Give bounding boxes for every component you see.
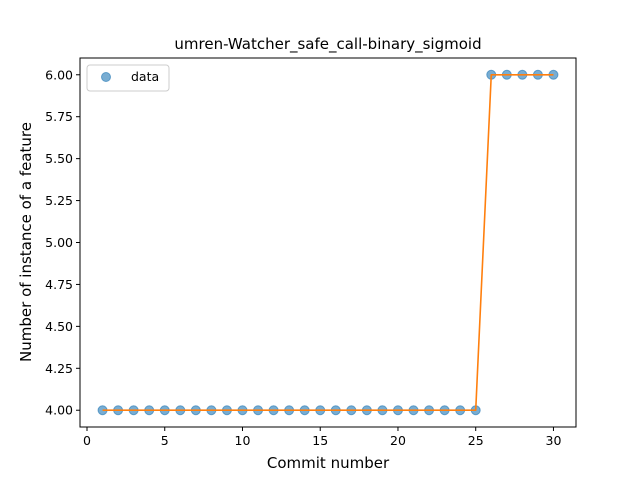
y-tick-label: 5.00 bbox=[45, 235, 73, 250]
y-axis: 4.00 4.25 4.50 4.75 5.00 5.25 5.50 5.75 6.00 bbox=[45, 67, 80, 418]
y-tick-label: 4.25 bbox=[45, 361, 73, 376]
chart-title: umren-Watcher_safe_call-binary_sigmoid bbox=[174, 35, 481, 54]
x-tick-label: 30 bbox=[546, 433, 562, 448]
y-tick-label: 6.00 bbox=[45, 67, 73, 82]
x-axis-label: Commit number bbox=[267, 454, 390, 472]
fit-line bbox=[102, 73, 554, 412]
x-tick-label: 15 bbox=[312, 433, 328, 448]
legend-marker bbox=[101, 72, 111, 82]
legend: data bbox=[86, 64, 170, 92]
plot-area bbox=[97, 69, 559, 416]
x-tick-label: 5 bbox=[161, 433, 169, 448]
x-tick-label: 0 bbox=[83, 433, 91, 448]
y-axis-label: Number of instance of a feature bbox=[17, 122, 35, 362]
y-tick-label: 5.75 bbox=[45, 109, 73, 124]
axes-frame bbox=[79, 57, 577, 428]
y-tick-label: 5.50 bbox=[45, 151, 73, 166]
x-tick-label: 20 bbox=[390, 433, 406, 448]
legend-label: data bbox=[131, 69, 159, 84]
legend-box bbox=[86, 64, 170, 92]
y-tick-label: 4.50 bbox=[45, 319, 73, 334]
x-tick-label: 25 bbox=[468, 433, 484, 448]
y-tick-label: 4.75 bbox=[45, 277, 73, 292]
x-axis: 0 5 10 15 20 25 30 bbox=[83, 427, 561, 448]
y-tick-label: 4.00 bbox=[45, 403, 73, 418]
x-tick-label: 10 bbox=[235, 433, 251, 448]
y-tick-label: 5.25 bbox=[45, 193, 73, 208]
